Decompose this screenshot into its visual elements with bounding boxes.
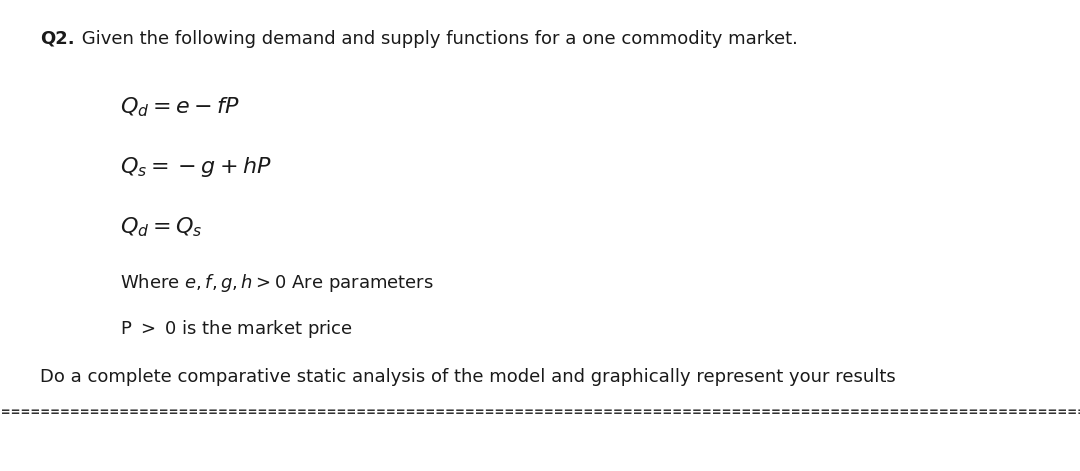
Text: $Q_d = Q_s$: $Q_d = Q_s$: [120, 215, 203, 239]
Text: $Q_d = e - fP$: $Q_d = e - fP$: [120, 95, 240, 119]
Text: Do a complete comparative static analysis of the model and graphically represent: Do a complete comparative static analysi…: [40, 368, 895, 386]
Text: Given the following demand and supply functions for a one commodity market.: Given the following demand and supply fu…: [76, 30, 797, 48]
Text: P $>$ 0 is the market price: P $>$ 0 is the market price: [120, 318, 353, 340]
Text: $Q_s = -g + hP$: $Q_s = -g + hP$: [120, 155, 272, 179]
Text: Where $e, f, g, h > 0$ Are parameters: Where $e, f, g, h > 0$ Are parameters: [120, 272, 434, 294]
Text: Q2.: Q2.: [40, 30, 75, 48]
Text: ================================================================================: ========================================…: [0, 406, 1080, 420]
